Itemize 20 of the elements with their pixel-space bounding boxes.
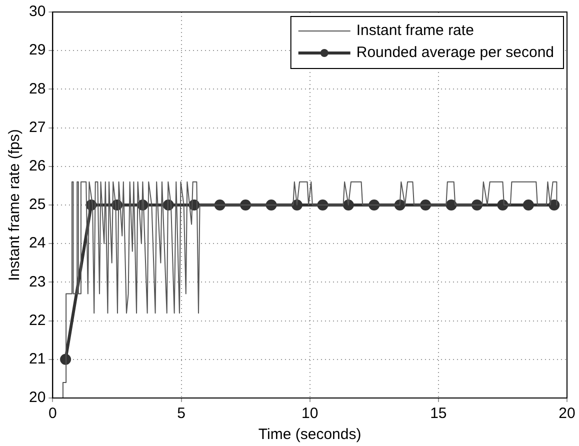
y-tick-label: 23 [28, 273, 46, 290]
y-tick-label: 28 [28, 80, 46, 98]
y-tick-label: 30 [28, 3, 46, 20]
legend-label: Rounded average per second [356, 44, 554, 62]
x-tick-label: 20 [558, 405, 576, 422]
y-axis-title: Instant frame rate (fps) [6, 129, 24, 281]
x-tick-label: 0 [48, 405, 57, 422]
x-tick-label: 10 [302, 405, 318, 422]
y-tick-label: 29 [28, 42, 46, 59]
x-tick-label: 15 [430, 405, 447, 422]
legend-label: Instant frame rate [356, 22, 474, 40]
y-tick-label: 22 [28, 312, 46, 329]
y-tick-label: 26 [28, 158, 46, 175]
y-tick-label: 25 [28, 196, 46, 214]
y-tick-label: 24 [28, 234, 46, 252]
x-tick-label: 5 [177, 405, 186, 422]
y-tick-label: 27 [28, 118, 46, 136]
y-tick-label: 20 [28, 389, 46, 406]
x-axis-title: Time (seconds) [258, 426, 362, 444]
y-tick-label: 21 [28, 350, 46, 368]
